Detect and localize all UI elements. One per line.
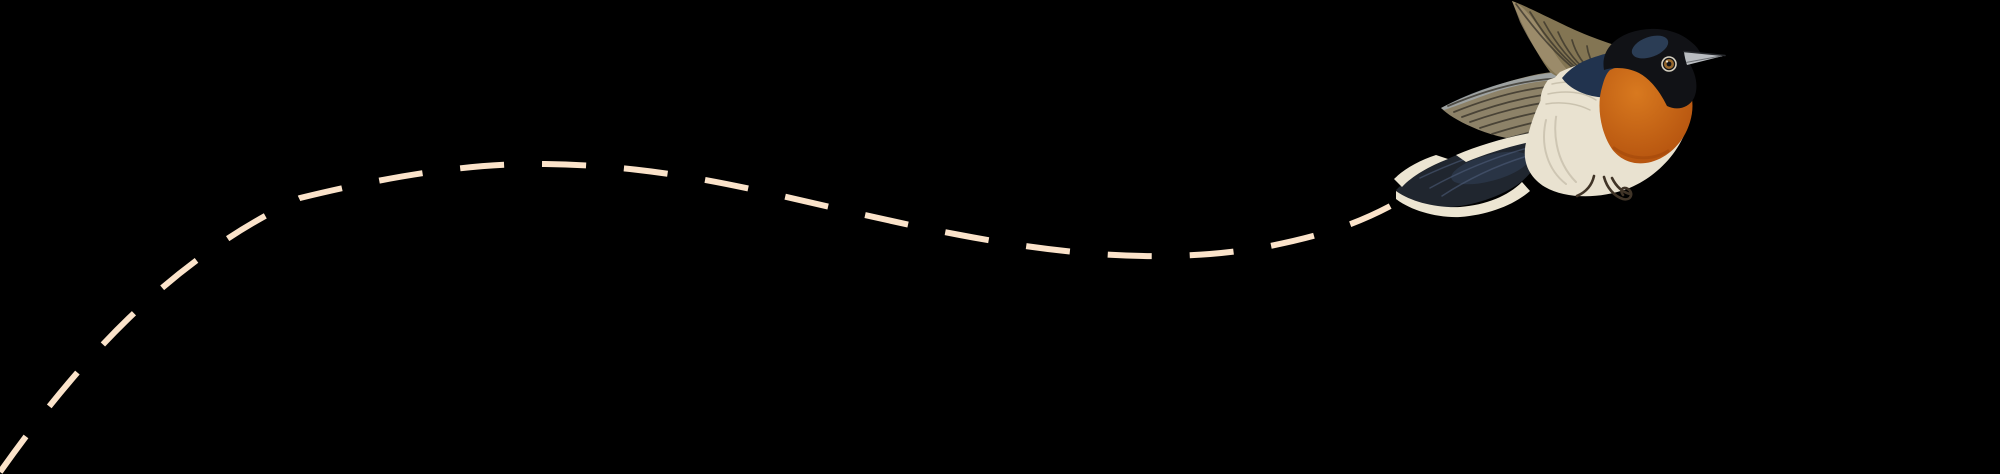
- head: [1603, 28, 1701, 109]
- upper-wing-leading-edge: [1512, 1, 1572, 77]
- tail-sheen: [1451, 151, 1529, 185]
- crown-sheen: [1631, 35, 1669, 59]
- eye-glint: [1665, 60, 1669, 63]
- beak-gape-line: [1685, 55, 1722, 63]
- bird: [1394, 1, 1726, 218]
- eye-ring: [1661, 56, 1677, 72]
- feet: [1575, 174, 1633, 201]
- tail-white-tips: [1394, 131, 1546, 218]
- eye-pupil: [1666, 61, 1672, 67]
- breast-shadow-arc: [1612, 146, 1670, 160]
- eye: [1661, 56, 1677, 72]
- beak-culmen-line: [1683, 50, 1726, 57]
